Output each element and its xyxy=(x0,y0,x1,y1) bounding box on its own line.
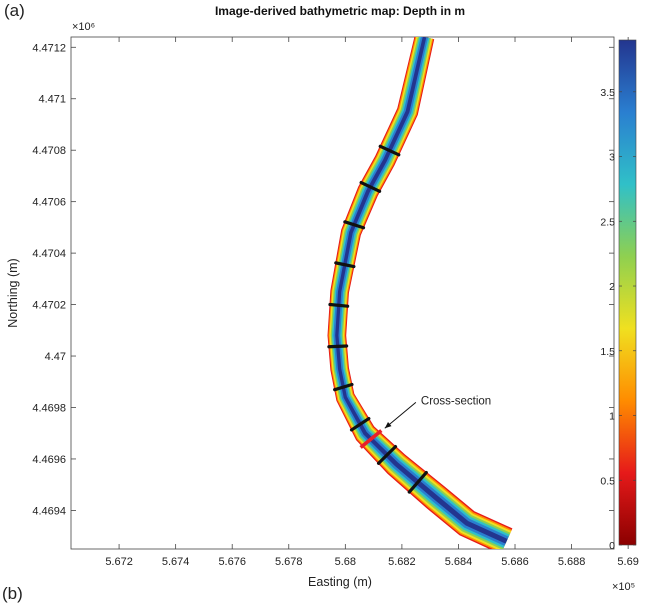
arrow-shaft xyxy=(384,401,417,429)
x-tick-label: 5.684 xyxy=(445,556,473,568)
x-tick-label: 5.69 xyxy=(617,556,638,568)
y-tick-label: 4.4704 xyxy=(32,248,66,260)
depth-band xyxy=(330,37,511,549)
x-tick-label: 5.676 xyxy=(218,556,246,568)
colorbar-tick-label: 3.5 xyxy=(600,87,615,99)
x-tick-label: 5.674 xyxy=(162,556,190,568)
transect-line xyxy=(333,382,354,392)
transect-line xyxy=(327,344,349,349)
y-tick-label: 4.47 xyxy=(45,351,66,363)
transect-line xyxy=(376,445,398,465)
x-tick-label: 5.678 xyxy=(275,556,303,568)
colorbar-tick-label: 0.5 xyxy=(600,475,615,487)
y-tick-label: 4.471 xyxy=(38,94,66,106)
x-tick-label: 5.682 xyxy=(388,556,416,568)
colorbar-tick-label: 2 xyxy=(609,281,615,293)
colorbar-tick-label: 3 xyxy=(609,152,615,164)
colorbar-tick-label: 0 xyxy=(609,540,615,552)
y-axis-label: Northing (m) xyxy=(6,258,20,327)
y-tick-label: 4.4694 xyxy=(32,505,66,517)
y-tick-label: 4.4696 xyxy=(32,454,66,466)
river-channel xyxy=(327,37,513,549)
x-tick-label: 5.68 xyxy=(335,556,356,568)
colorbar xyxy=(618,39,637,546)
transect-line xyxy=(349,416,371,432)
y-tick-label: 4.4706 xyxy=(32,197,66,209)
panel-label: (a) xyxy=(4,1,25,20)
x-exponent-label: ×10⁵ xyxy=(612,581,635,593)
x-tick-label: 5.688 xyxy=(558,556,586,568)
x-tick-label: 5.672 xyxy=(105,556,133,568)
transect-line xyxy=(343,220,366,230)
transect-line xyxy=(407,470,428,494)
y-tick-label: 4.4708 xyxy=(32,145,66,157)
cross-section-annotation: Cross-section xyxy=(359,395,491,449)
colorbar-tick-label: 1 xyxy=(609,411,615,423)
colorbar-tick-label: 1.5 xyxy=(600,346,615,358)
colorbar-ticks: 0 0.5 1 1.5 2 2.5 3 3.5 xyxy=(600,87,636,552)
y-tick-label: 4.4702 xyxy=(32,300,66,312)
cross-section-label: Cross-section xyxy=(421,395,491,407)
cross-section-line xyxy=(359,429,383,449)
chart-title: Image-derived bathymetric map: Depth in … xyxy=(215,4,465,18)
transect-line xyxy=(378,144,401,157)
transect-line xyxy=(328,302,350,308)
y-tick-label: 4.4698 xyxy=(32,402,66,414)
colorbar-tick-label: 2.5 xyxy=(600,216,615,228)
x-axis: 5.672 5.674 5.676 5.678 5.68 5.682 5.684 5.686 5… xyxy=(105,37,639,568)
transect-line xyxy=(359,180,382,193)
y-tick-label: 4.4712 xyxy=(32,42,66,54)
depth-band xyxy=(332,37,510,548)
x-tick-label: 5.686 xyxy=(501,556,529,568)
transects xyxy=(327,144,428,494)
arrow-head xyxy=(384,421,392,429)
transect-line xyxy=(334,261,356,269)
y-axis: 4.4694 4.4696 4.4698 4.47 4.4702 4.4704 4.4706… xyxy=(32,42,614,517)
y-exponent-label: ×10⁶ xyxy=(72,21,95,33)
x-axis-label: Easting (m) xyxy=(308,575,372,589)
